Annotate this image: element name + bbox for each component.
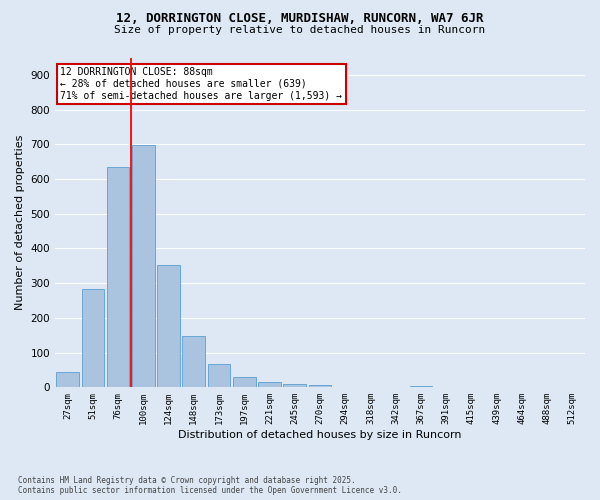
Bar (182, 336, 205, 388)
Text: Contains HM Land Registry data © Crown copyright and database right 2025.
Contai: Contains HM Land Registry data © Crown c… (18, 476, 402, 495)
Bar (132, 146, 155, 388)
Bar (258, 382, 281, 388)
Bar (56, 372, 79, 388)
Bar (233, 377, 256, 388)
X-axis label: Distribution of detached houses by size in Runcorn: Distribution of detached houses by size … (178, 430, 462, 440)
Bar (208, 364, 230, 388)
Bar (157, 266, 180, 388)
Y-axis label: Number of detached properties: Number of detached properties (15, 134, 25, 310)
Text: Size of property relative to detached houses in Runcorn: Size of property relative to detached ho… (115, 25, 485, 35)
Text: 12 DORRINGTON CLOSE: 88sqm
← 28% of detached houses are smaller (639)
71% of sem: 12 DORRINGTON CLOSE: 88sqm ← 28% of deta… (61, 68, 343, 100)
Bar (82, 290, 104, 388)
Bar (107, 167, 130, 388)
Bar (308, 384, 331, 388)
Text: 12, DORRINGTON CLOSE, MURDISHAW, RUNCORN, WA7 6JR: 12, DORRINGTON CLOSE, MURDISHAW, RUNCORN… (116, 12, 484, 26)
Bar (283, 384, 306, 388)
Bar (410, 386, 433, 388)
